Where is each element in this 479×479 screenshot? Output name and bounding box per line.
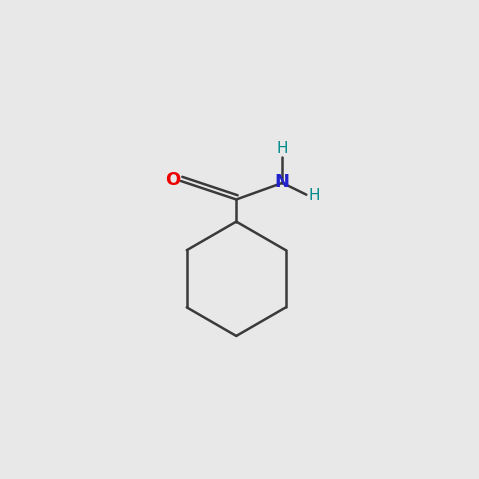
Text: H: H xyxy=(308,188,320,203)
Text: O: O xyxy=(165,171,181,189)
Text: N: N xyxy=(275,173,290,191)
Text: H: H xyxy=(276,141,288,157)
